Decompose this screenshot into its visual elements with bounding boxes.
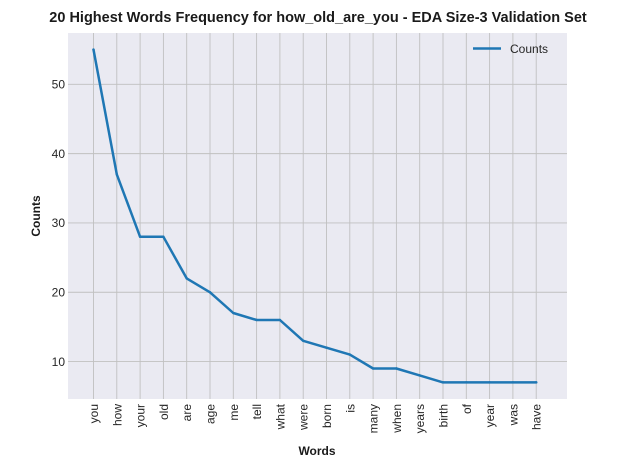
x-tick-label: is <box>343 404 357 413</box>
data-point <box>115 173 119 176</box>
data-point <box>441 381 445 384</box>
y-tick-label: 10 <box>52 355 66 369</box>
y-axis-label: Counts <box>29 195 43 237</box>
x-tick-label: me <box>227 404 241 421</box>
legend-label: Counts <box>510 42 548 56</box>
y-tick-label: 20 <box>52 286 66 300</box>
grid-lines <box>68 33 567 399</box>
data-point <box>488 381 491 384</box>
x-tick-label: how <box>110 404 124 426</box>
data-point <box>138 235 142 238</box>
data-point <box>208 291 212 294</box>
x-tick-label: when <box>390 404 404 434</box>
data-point <box>255 318 258 322</box>
x-tick-label: were <box>297 404 311 431</box>
x-axis-label: Words <box>298 444 335 458</box>
y-tick-label: 50 <box>52 78 66 92</box>
data-point <box>465 381 468 384</box>
data-point <box>92 48 95 51</box>
y-tick-labels: 10 20 30 40 50 <box>52 78 66 369</box>
series-layer <box>92 48 538 384</box>
x-tick-label: tell <box>250 404 264 419</box>
data-point <box>511 381 515 384</box>
data-point <box>325 346 328 349</box>
x-tick-label: years <box>413 404 427 433</box>
x-tick-label: old <box>157 404 171 420</box>
data-point <box>302 339 305 342</box>
x-tick-label: year <box>483 404 497 427</box>
data-point <box>371 367 375 370</box>
x-tick-label: your <box>134 404 148 427</box>
x-tick-label: of <box>460 403 474 414</box>
x-tick-label: many <box>367 404 381 433</box>
x-tick-labels: you how your old are age me tell what were born is m… <box>87 403 544 433</box>
x-tick-label: what <box>273 403 287 430</box>
data-point <box>535 381 538 384</box>
legend: Counts <box>473 42 548 56</box>
y-tick-label: 30 <box>52 216 66 230</box>
data-point <box>278 318 282 322</box>
x-tick-label: birth <box>437 404 451 427</box>
plot-area <box>68 33 567 399</box>
x-tick-label: was <box>506 404 520 426</box>
data-point <box>185 277 188 280</box>
data-point <box>162 235 165 238</box>
y-tick-label: 40 <box>52 147 66 161</box>
data-point <box>232 311 235 315</box>
x-tick-label: have <box>530 404 544 430</box>
x-tick-label: are <box>180 404 194 422</box>
data-point <box>348 353 351 356</box>
x-tick-label: age <box>204 404 218 424</box>
data-point <box>395 367 398 370</box>
data-point <box>418 374 421 377</box>
x-tick-label: born <box>320 404 334 428</box>
chart-title: 20 Highest Words Frequency for how_old_a… <box>49 10 587 26</box>
series-line-counts <box>92 48 538 384</box>
x-tick-label: you <box>87 404 101 423</box>
